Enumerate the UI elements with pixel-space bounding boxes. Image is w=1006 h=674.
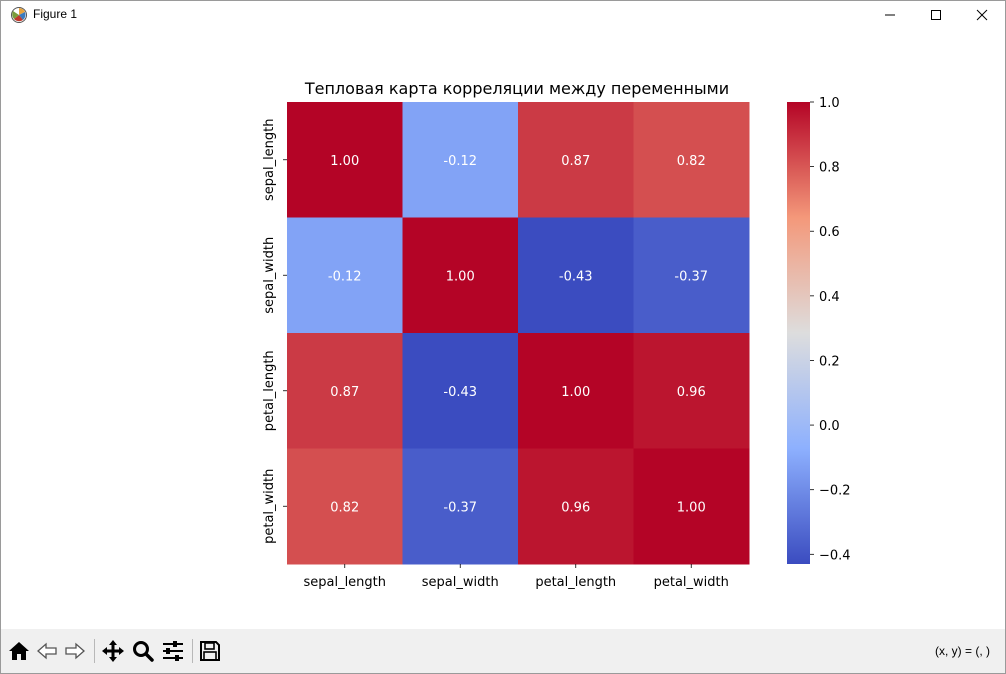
title-bar[interactable]: Figure 1	[1, 1, 1005, 29]
heatmap-cell	[518, 333, 634, 449]
x-tick-label: sepal_width	[422, 575, 499, 590]
heatmap-cell-label: 1.00	[561, 385, 590, 400]
save-button[interactable]	[197, 637, 223, 665]
zoom-button[interactable]	[130, 637, 156, 665]
heatmap-cell-label: 0.87	[330, 385, 359, 400]
heatmap-cell-label: 0.82	[330, 500, 359, 515]
heatmap-cell	[633, 448, 750, 565]
window-title: Figure 1	[33, 7, 78, 21]
close-button[interactable]	[959, 1, 1005, 29]
cursor-coordinates: (x, y) = (, )	[935, 644, 990, 658]
heatmap-cell	[633, 333, 750, 449]
home-button[interactable]	[6, 637, 32, 665]
configure-subplots-button[interactable]	[160, 637, 186, 665]
heatmap-cell-label: 0.96	[677, 385, 706, 400]
heatmap-cell-label: 1.00	[677, 500, 706, 515]
forward-button[interactable]	[62, 637, 88, 665]
x-tick-label: petal_length	[535, 575, 616, 590]
pan-button[interactable]	[100, 637, 126, 665]
toolbar-separator	[94, 639, 95, 663]
back-button[interactable]	[34, 637, 60, 665]
heatmap-cell	[287, 448, 403, 565]
floppy-disk-icon	[200, 641, 220, 661]
close-icon	[976, 9, 988, 21]
home-icon	[9, 642, 29, 660]
x-tick-label: petal_width	[654, 575, 729, 590]
heatmap-cell	[287, 102, 403, 218]
figure-canvas[interactable]: Тепловая карта корреляции между переменн…	[1, 29, 1005, 629]
heatmap-cell	[402, 102, 519, 218]
colorbar-tick-label: 0.8	[819, 161, 840, 176]
chart-title: Тепловая карта корреляции между переменн…	[304, 79, 729, 98]
heatmap-cell	[402, 448, 519, 565]
colorbar-tick-label: −0.2	[819, 484, 851, 499]
heatmap-cell-label: -0.37	[443, 500, 477, 515]
heatmap-cell	[633, 102, 750, 218]
matplotlib-logo-icon	[11, 7, 27, 23]
y-tick-label: petal_length	[262, 350, 277, 431]
move-icon	[102, 640, 124, 662]
heatmap-chart: Тепловая карта корреляции между переменн…	[262, 79, 851, 590]
heatmap-cell-label: 1.00	[330, 154, 359, 169]
x-tick-label: sepal_length	[303, 575, 386, 590]
navigation-toolbar: (x, y) = (, )	[1, 629, 1005, 673]
heatmap-cell-label: -0.37	[674, 269, 708, 284]
heatmap-cell-label: 0.82	[677, 154, 706, 169]
magnifier-icon	[133, 641, 154, 662]
heatmap-cell-label: -0.12	[328, 269, 362, 284]
minimize-icon	[885, 14, 895, 16]
heatmap-cell-label: -0.43	[559, 269, 593, 284]
colorbar-tick-label: 0.0	[819, 419, 840, 434]
colorbar-tick-label: 0.2	[819, 354, 840, 369]
maximize-button[interactable]	[913, 1, 959, 29]
heatmap-cell	[402, 217, 519, 334]
colorbar-tick-label: −0.4	[819, 548, 851, 563]
heatmap-cell	[518, 448, 634, 565]
toolbar-separator	[192, 639, 193, 663]
sliders-icon	[163, 641, 183, 661]
colorbar-tick-label: 1.0	[819, 96, 840, 111]
heatmap-cell	[287, 217, 403, 334]
heatmap-cell-label: 1.00	[446, 269, 475, 284]
y-tick-label: petal_width	[262, 469, 277, 544]
y-tick-label: sepal_length	[262, 118, 277, 201]
colorbar-tick-label: 0.6	[819, 225, 840, 240]
maximize-icon	[931, 10, 941, 20]
colorbar-tick-label: 0.4	[819, 290, 840, 305]
y-tick-label: sepal_width	[262, 237, 277, 314]
heatmap-cell-label: -0.43	[443, 385, 477, 400]
heatmap-cell	[402, 333, 519, 449]
heatmap-cell-label: -0.12	[443, 154, 477, 169]
heatmap-cell-label: 0.96	[561, 500, 590, 515]
arrow-left-icon	[37, 642, 57, 660]
heatmap-cell	[518, 217, 634, 334]
heatmap-cell	[518, 102, 634, 218]
heatmap-cell	[287, 333, 403, 449]
heatmap-cell-label: 0.87	[561, 154, 590, 169]
minimize-button[interactable]	[867, 1, 913, 29]
heatmap-cell	[633, 217, 750, 334]
colorbar	[787, 102, 810, 564]
arrow-right-icon	[65, 642, 85, 660]
